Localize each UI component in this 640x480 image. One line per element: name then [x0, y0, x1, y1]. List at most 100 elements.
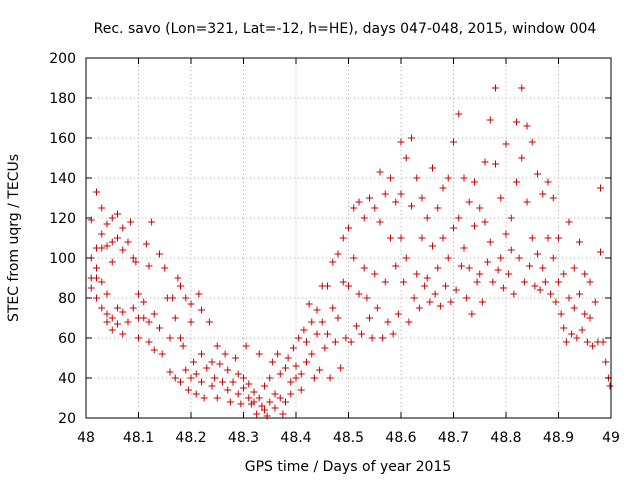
- data-point: [198, 350, 205, 358]
- data-point: [557, 310, 565, 318]
- data-point: [310, 374, 318, 382]
- data-point: [221, 350, 229, 358]
- data-point: [261, 382, 268, 390]
- data-point: [413, 270, 421, 278]
- data-point: [471, 178, 478, 186]
- data-point: [308, 350, 316, 358]
- data-point: [177, 334, 184, 342]
- data-point: [544, 178, 552, 186]
- data-point: [397, 138, 405, 146]
- data-point: [423, 274, 431, 282]
- data-point: [255, 350, 263, 358]
- data-point: [410, 294, 418, 302]
- data-point: [510, 290, 518, 298]
- data-point: [135, 290, 142, 298]
- data-point: [295, 334, 303, 342]
- data-point: [513, 118, 520, 126]
- data-point: [98, 204, 106, 212]
- data-point: [203, 364, 211, 372]
- data-point: [200, 394, 208, 402]
- data-point: [224, 366, 232, 374]
- data-point: [502, 140, 510, 148]
- data-point: [570, 304, 578, 312]
- data-point: [103, 290, 111, 298]
- data-point: [108, 238, 116, 246]
- data-point: [429, 164, 436, 172]
- data-point: [560, 270, 568, 278]
- data-point: [103, 220, 111, 228]
- data-point: [366, 314, 373, 322]
- data-point: [198, 306, 205, 314]
- data-point: [93, 274, 100, 282]
- data-point: [547, 290, 555, 298]
- data-point: [103, 242, 111, 250]
- data-point: [255, 394, 263, 402]
- x-tick-labels: 48 48.1 48.2 48.3 48.4 48.5 48.6 48.7 48.8 48.9 49: [77, 430, 620, 446]
- data-point: [150, 310, 158, 318]
- data-point: [358, 330, 366, 338]
- data-point: [282, 398, 289, 406]
- data-point: [431, 290, 439, 298]
- data-point: [93, 188, 100, 196]
- data-point: [308, 318, 316, 326]
- data-point: [507, 214, 515, 222]
- data-point: [195, 290, 203, 298]
- x-tick-label: 48.5: [333, 430, 364, 446]
- data-point: [478, 298, 486, 306]
- data-point: [481, 218, 489, 226]
- data-point: [492, 160, 499, 168]
- data-point: [376, 218, 384, 226]
- data-point: [460, 244, 468, 252]
- x-tick-label: 48.2: [175, 430, 206, 446]
- data-point: [103, 310, 111, 318]
- data-point: [156, 250, 163, 258]
- data-point: [198, 378, 205, 386]
- data-point: [119, 308, 127, 316]
- data-point: [284, 354, 292, 362]
- data-point: [434, 264, 442, 272]
- data-point: [313, 330, 321, 338]
- data-point: [518, 84, 526, 92]
- data-point: [415, 304, 423, 312]
- data-point: [473, 278, 481, 286]
- data-point: [119, 246, 127, 254]
- data-point: [187, 300, 195, 308]
- data-point: [381, 190, 389, 198]
- data-point: [389, 330, 397, 338]
- data-point: [135, 334, 142, 342]
- data-point: [392, 262, 400, 270]
- data-point: [124, 318, 132, 326]
- data-point: [182, 366, 190, 374]
- x-tick-label: 48.9: [543, 430, 574, 446]
- data-point: [455, 110, 463, 118]
- data-point: [570, 264, 578, 272]
- data-point: [148, 218, 156, 226]
- data-point: [253, 410, 261, 418]
- data-point: [158, 350, 166, 358]
- data-point: [423, 214, 431, 222]
- data-point: [457, 262, 465, 270]
- data-point: [581, 270, 589, 278]
- data-point: [541, 278, 549, 286]
- data-point: [565, 218, 573, 226]
- data-point: [499, 284, 507, 292]
- data-point: [297, 370, 305, 378]
- data-point: [562, 338, 570, 346]
- data-point: [381, 278, 389, 286]
- data-point: [402, 254, 410, 262]
- data-point: [345, 224, 352, 232]
- x-tick-label: 48: [77, 430, 95, 446]
- data-point: [394, 310, 402, 318]
- data-point: [402, 154, 410, 162]
- data-point: [492, 84, 499, 92]
- data-point: [216, 360, 224, 368]
- data-point: [355, 198, 363, 206]
- data-point: [229, 378, 237, 386]
- data-point: [360, 264, 368, 272]
- data-point: [114, 234, 121, 242]
- data-point: [555, 278, 562, 286]
- data-point: [568, 330, 576, 338]
- y-tick-label: 20: [58, 411, 76, 427]
- data-point: [549, 254, 557, 262]
- data-point: [368, 334, 376, 342]
